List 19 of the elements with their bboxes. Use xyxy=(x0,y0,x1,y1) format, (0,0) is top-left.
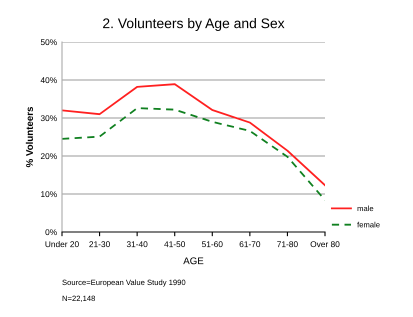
x-tick-label: 71-80 xyxy=(277,241,298,248)
x-tick-label: 51-60 xyxy=(202,241,223,248)
y-tick-label: 40% xyxy=(40,77,57,84)
y-tick-label: 0% xyxy=(45,229,57,236)
x-tick-label: Over 80 xyxy=(310,241,340,248)
y-tick-label: 10% xyxy=(41,191,57,198)
x-axis-title: AGE xyxy=(183,257,204,264)
y-axis-title: % Volunteers xyxy=(26,106,33,168)
line-series xyxy=(62,83,325,186)
y-tick-label: 50% xyxy=(40,39,57,46)
x-tick-label: 41-50 xyxy=(164,241,186,248)
y-tick-label: 20% xyxy=(40,153,57,160)
line-series xyxy=(62,107,325,201)
x-tick-label: Under 20 xyxy=(46,241,79,248)
chart-title: 2. Volunteers by Age and Sex xyxy=(103,18,284,31)
y-tick-label: 30% xyxy=(40,115,57,122)
x-tick-label: 31-40 xyxy=(126,241,148,248)
x-tick-label: 61-70 xyxy=(240,241,260,248)
x-tick-label: 21-30 xyxy=(89,241,110,248)
